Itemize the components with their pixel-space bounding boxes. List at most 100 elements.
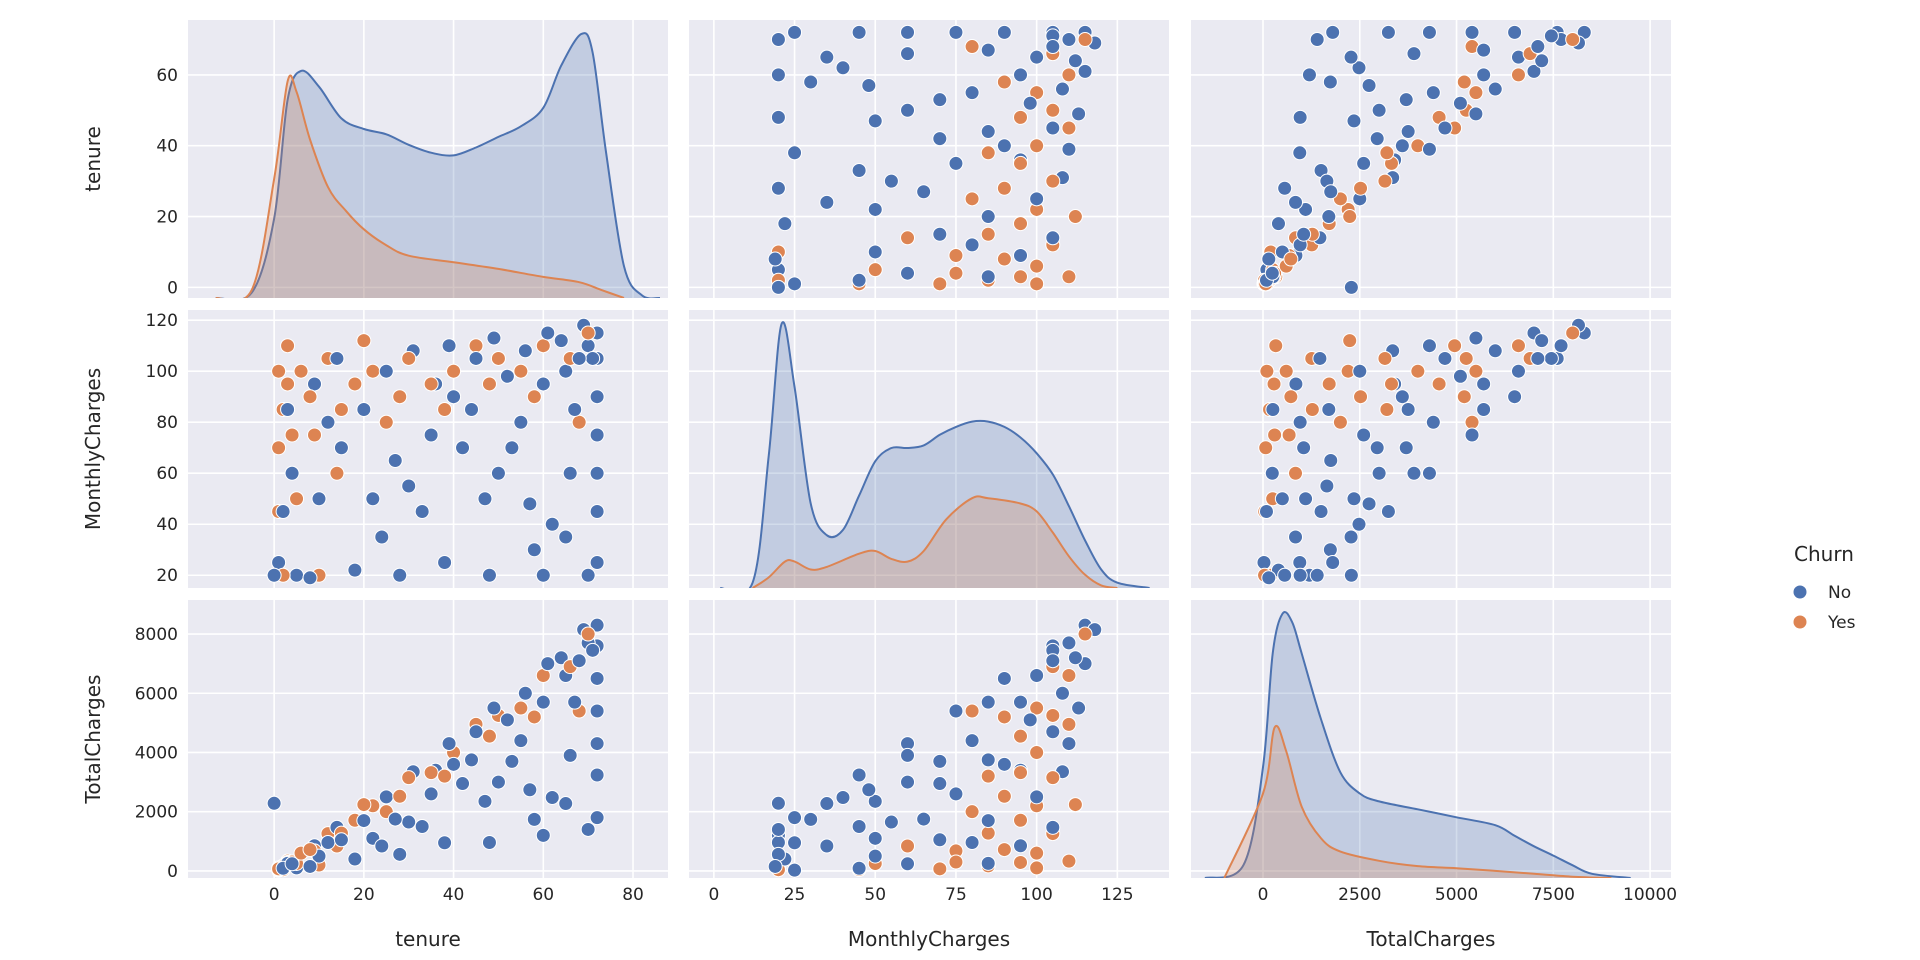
scatter-point-yes xyxy=(1342,209,1358,225)
scatter-point-no xyxy=(1361,78,1377,94)
scatter-point-no xyxy=(1013,838,1029,854)
scatter-point-yes xyxy=(996,709,1012,725)
y-tick-label: 80 xyxy=(156,413,178,433)
scatter-point-no xyxy=(770,795,786,811)
scatter-point-no xyxy=(266,795,282,811)
x-tick-label: 10000 xyxy=(1623,885,1677,905)
x-tick-label: 25 xyxy=(784,885,806,905)
scatter-point-no xyxy=(401,814,417,830)
scatter-point-no xyxy=(900,774,916,790)
scatter-point-no xyxy=(1296,440,1312,456)
scatter-point-no xyxy=(284,856,300,872)
scatter-point-no xyxy=(589,617,605,633)
scatter-point-no xyxy=(401,478,417,494)
scatter-point-yes xyxy=(1281,427,1297,443)
scatter-point-no xyxy=(1421,465,1437,481)
scatter-point-yes xyxy=(932,276,948,292)
scatter-point-no xyxy=(1406,46,1422,62)
scatter-point-yes xyxy=(289,491,305,507)
scatter-point-no xyxy=(477,793,493,809)
scatter-point-no xyxy=(980,42,996,58)
scatter-point-no xyxy=(932,131,948,147)
scatter-point-no xyxy=(589,554,605,570)
y-tick-label: 20 xyxy=(156,566,178,586)
scatter-point-yes xyxy=(513,363,529,379)
scatter-point-no xyxy=(1421,141,1437,157)
scatter-point-no xyxy=(1351,60,1367,76)
scatter-point-no xyxy=(1274,491,1290,507)
scatter-point-no xyxy=(535,376,551,392)
scatter-point-no xyxy=(964,85,980,101)
scatter-point-no xyxy=(347,851,363,867)
scatter-point-yes xyxy=(1468,363,1484,379)
scatter-point-no xyxy=(517,685,533,701)
scatter-point-no xyxy=(1301,67,1317,83)
scatter-point-no xyxy=(1258,503,1274,519)
scatter-point-no xyxy=(777,216,793,232)
scatter-point-no xyxy=(1437,350,1453,366)
scatter-point-no xyxy=(1067,53,1083,69)
scatter-point-no xyxy=(562,465,578,481)
scatter-point-yes xyxy=(1283,251,1299,267)
scatter-point-no xyxy=(580,567,596,583)
scatter-point-no xyxy=(1288,529,1304,545)
scatter-point-no xyxy=(787,145,803,161)
y-tick-label: 40 xyxy=(156,137,178,157)
scatter-point-no xyxy=(311,491,327,507)
scatter-point-no xyxy=(585,350,601,366)
scatter-point-no xyxy=(1292,554,1308,570)
x-axis-label: tenure xyxy=(395,927,461,951)
scatter-point-no xyxy=(1369,131,1385,147)
scatter-point-yes xyxy=(1013,728,1029,744)
y-axis-label: tenure xyxy=(81,126,105,192)
scatter-point-no xyxy=(1346,491,1362,507)
scatter-point-yes xyxy=(1045,707,1061,723)
scatter-point-no xyxy=(1380,24,1396,40)
scatter-point-no xyxy=(1256,554,1272,570)
scatter-point-yes xyxy=(980,825,996,841)
scatter-point-no xyxy=(1394,138,1410,154)
scatter-point-yes xyxy=(1278,363,1294,379)
x-tick-label: 0 xyxy=(269,885,280,905)
scatter-point-yes xyxy=(1077,626,1093,642)
scatter-point-no xyxy=(867,848,883,864)
y-tick-label: 4000 xyxy=(135,743,178,763)
legend-marker-yes xyxy=(1792,614,1808,630)
scatter-point-yes xyxy=(307,427,323,443)
scatter-point-no xyxy=(867,793,883,809)
scatter-point-no xyxy=(307,376,323,392)
scatter-point-yes xyxy=(571,414,587,430)
legend: Churn No Yes xyxy=(1792,542,1856,633)
y-tick-label: 0 xyxy=(167,278,178,298)
scatter-point-yes xyxy=(1565,31,1581,47)
scatter-point-yes xyxy=(284,427,300,443)
scatter-point-no xyxy=(1045,819,1061,835)
scatter-point-no xyxy=(1261,251,1277,267)
panel-background xyxy=(689,600,1169,878)
scatter-point-no xyxy=(1346,113,1362,129)
scatter-point-yes xyxy=(580,325,596,341)
scatter-point-no xyxy=(1406,465,1422,481)
scatter-point-no xyxy=(819,49,835,65)
scatter-point-no xyxy=(589,767,605,783)
scatter-point-no xyxy=(819,838,835,854)
scatter-point-yes xyxy=(1045,770,1061,786)
scatter-point-yes xyxy=(446,363,462,379)
scatter-point-no xyxy=(374,529,390,545)
scatter-point-no xyxy=(1468,330,1484,346)
scatter-point-no xyxy=(948,786,964,802)
scatter-point-yes xyxy=(996,180,1012,196)
scatter-point-no xyxy=(851,860,867,876)
scatter-point-no xyxy=(851,24,867,40)
scatter-point-no xyxy=(1288,376,1304,392)
scatter-point-no xyxy=(356,401,372,417)
scatter-point-no xyxy=(481,567,497,583)
y-tick-label: 120 xyxy=(146,311,178,331)
scatter-point-no xyxy=(558,796,574,812)
scatter-point-no xyxy=(504,753,520,769)
scatter-point-no xyxy=(932,226,948,242)
scatter-point-yes xyxy=(1259,363,1275,379)
scatter-point-no xyxy=(1356,155,1372,171)
panel-marks xyxy=(266,617,605,878)
scatter-point-no xyxy=(1061,635,1077,651)
